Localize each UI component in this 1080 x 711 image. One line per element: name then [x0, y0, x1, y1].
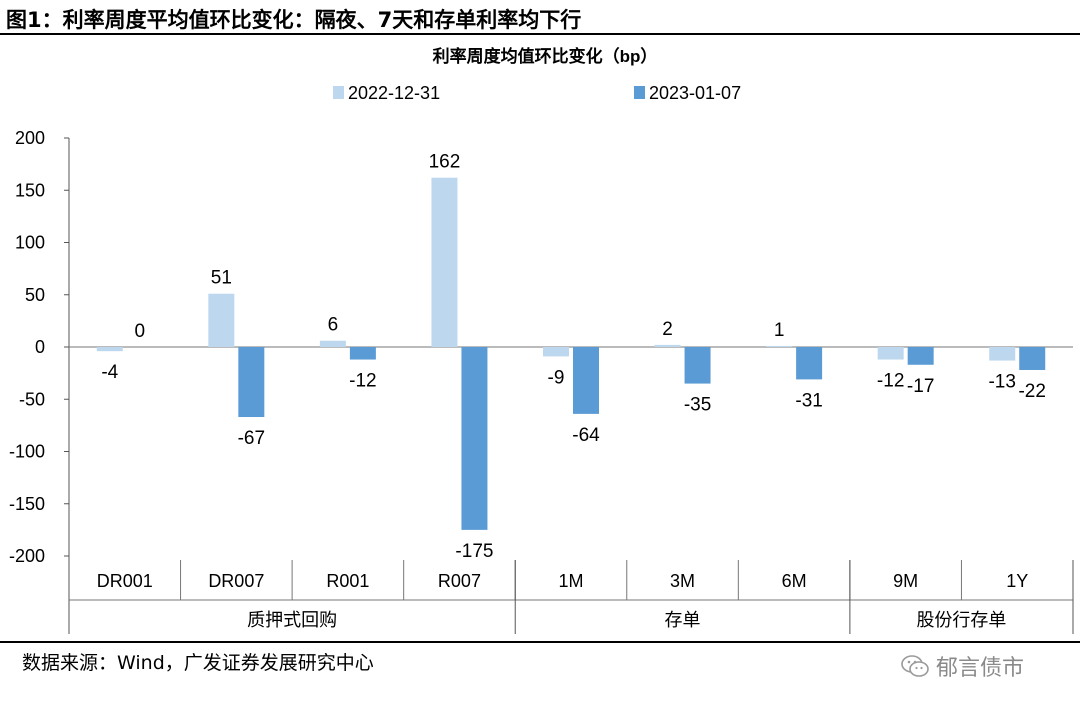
y-axis: -200 -150 -100 -50 0 50 100 150 200 — [9, 128, 1073, 634]
watermark: 郁言债市 — [900, 650, 1024, 682]
bar-1M-0 — [543, 347, 569, 357]
chart-title: 利率周度均值环比变化（bp） — [433, 46, 658, 66]
bar-3M-0 — [654, 344, 681, 347]
data-label: -12 — [349, 371, 376, 392]
data-label: -35 — [684, 395, 711, 416]
y-tick-label: 0 — [35, 337, 45, 357]
legend-swatch-0 — [333, 86, 344, 99]
bar-1Y-0 — [989, 347, 1016, 361]
data-label: -13 — [988, 372, 1015, 393]
bar-DR007-1 — [238, 347, 265, 418]
data-label: -17 — [907, 376, 934, 397]
bar-R007-0 — [431, 177, 458, 347]
group-label: 存单 — [665, 610, 701, 630]
bar-DR007-0 — [208, 293, 235, 347]
group-label: 质押式回购 — [247, 610, 337, 630]
bar-R001-0 — [319, 340, 346, 347]
figure-title: 图1：利率周度平均值环比变化：隔夜、7天和存单利率均下行 — [6, 8, 582, 32]
bar-6M-0 — [766, 345, 793, 347]
y-tick-label: 150 — [15, 180, 45, 200]
data-label: -67 — [238, 428, 265, 449]
x-tick-label: DR001 — [97, 571, 153, 591]
data-label: 1 — [774, 320, 785, 341]
x-tick-label: DR007 — [208, 571, 264, 591]
data-label: -175 — [455, 541, 493, 562]
legend: 2022-12-31 2023-01-07 — [333, 83, 741, 103]
data-label: -4 — [101, 362, 118, 383]
data-label: 2 — [662, 319, 673, 340]
x-axis: DR001 DR007 R001 R007 1M 3M 6M 9M 1Y 质押式回购 存单 股份行存单 — [69, 560, 1074, 634]
x-tick-label: 9M — [893, 571, 918, 591]
data-label: 0 — [134, 321, 145, 342]
data-label: -22 — [1018, 381, 1045, 402]
y-tick-label: -50 — [19, 389, 45, 409]
legend-label-1: 2023-01-07 — [649, 83, 741, 103]
wechat-icon — [901, 655, 929, 677]
legend-label-0: 2022-12-31 — [348, 83, 440, 103]
bar-9M-0 — [877, 347, 904, 360]
y-tick-label: 50 — [25, 285, 45, 305]
group-label: 股份行存单 — [916, 610, 1006, 630]
x-tick-label: 3M — [670, 571, 695, 591]
data-label: 6 — [328, 315, 339, 336]
y-tick-label: -150 — [9, 494, 45, 514]
data-label: 162 — [429, 152, 461, 173]
bar-R001-1 — [349, 347, 376, 360]
legend-swatch-1 — [634, 86, 645, 99]
bar-9M-1 — [907, 347, 934, 365]
bottom-rule — [0, 641, 1080, 643]
data-label: -12 — [877, 371, 904, 392]
x-tick-label: R007 — [438, 571, 481, 591]
data-label: -9 — [548, 367, 565, 388]
x-tick-label: 6M — [782, 571, 807, 591]
top-rule — [0, 33, 1080, 35]
x-tick-label: 1M — [558, 571, 583, 591]
bar-DR001-0 — [96, 347, 123, 352]
bar-6M-1 — [796, 347, 823, 380]
bar-R007-1 — [461, 347, 488, 530]
bars — [96, 177, 1046, 530]
y-tick-label: -200 — [9, 546, 45, 566]
source-note: 数据来源：Wind，广发证券发展研究中心 — [22, 652, 374, 674]
y-tick-label: 100 — [15, 233, 45, 253]
x-tick-label: 1Y — [1006, 571, 1028, 591]
data-label: 51 — [211, 268, 232, 289]
data-label: -31 — [795, 390, 822, 411]
bar-1M-1 — [573, 347, 599, 414]
watermark-text: 郁言债市 — [936, 656, 1025, 681]
y-tick-label: 200 — [15, 128, 45, 148]
bar-1Y-1 — [1019, 347, 1046, 370]
bar-3M-1 — [684, 347, 711, 384]
x-tick-label: R001 — [326, 571, 369, 591]
y-tick-label: -100 — [9, 442, 45, 462]
data-label: -64 — [572, 425, 600, 446]
